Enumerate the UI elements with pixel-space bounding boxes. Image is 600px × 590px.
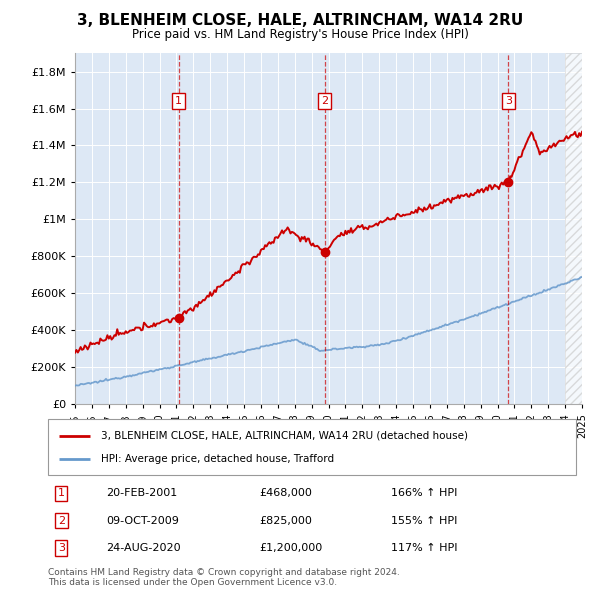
Text: 1: 1 xyxy=(175,96,182,106)
Text: HPI: Average price, detached house, Trafford: HPI: Average price, detached house, Traf… xyxy=(101,454,334,464)
Text: 3, BLENHEIM CLOSE, HALE, ALTRINCHAM, WA14 2RU (detached house): 3, BLENHEIM CLOSE, HALE, ALTRINCHAM, WA1… xyxy=(101,431,468,441)
Text: 20-FEB-2001: 20-FEB-2001 xyxy=(106,489,178,499)
Text: 3: 3 xyxy=(58,543,65,553)
Text: 155% ↑ HPI: 155% ↑ HPI xyxy=(391,516,458,526)
Text: £468,000: £468,000 xyxy=(259,489,312,499)
Text: £1,200,000: £1,200,000 xyxy=(259,543,322,553)
Text: 09-OCT-2009: 09-OCT-2009 xyxy=(106,516,179,526)
Text: £825,000: £825,000 xyxy=(259,516,312,526)
Text: 3, BLENHEIM CLOSE, HALE, ALTRINCHAM, WA14 2RU: 3, BLENHEIM CLOSE, HALE, ALTRINCHAM, WA1… xyxy=(77,13,523,28)
Text: 166% ↑ HPI: 166% ↑ HPI xyxy=(391,489,458,499)
Text: 117% ↑ HPI: 117% ↑ HPI xyxy=(391,543,458,553)
Text: Price paid vs. HM Land Registry's House Price Index (HPI): Price paid vs. HM Land Registry's House … xyxy=(131,28,469,41)
Text: 1: 1 xyxy=(58,489,65,499)
Text: 2: 2 xyxy=(58,516,65,526)
FancyBboxPatch shape xyxy=(48,419,576,475)
Text: 3: 3 xyxy=(505,96,512,106)
Text: Contains HM Land Registry data © Crown copyright and database right 2024.
This d: Contains HM Land Registry data © Crown c… xyxy=(48,568,400,587)
Text: 2: 2 xyxy=(321,96,328,106)
Text: 24-AUG-2020: 24-AUG-2020 xyxy=(106,543,181,553)
